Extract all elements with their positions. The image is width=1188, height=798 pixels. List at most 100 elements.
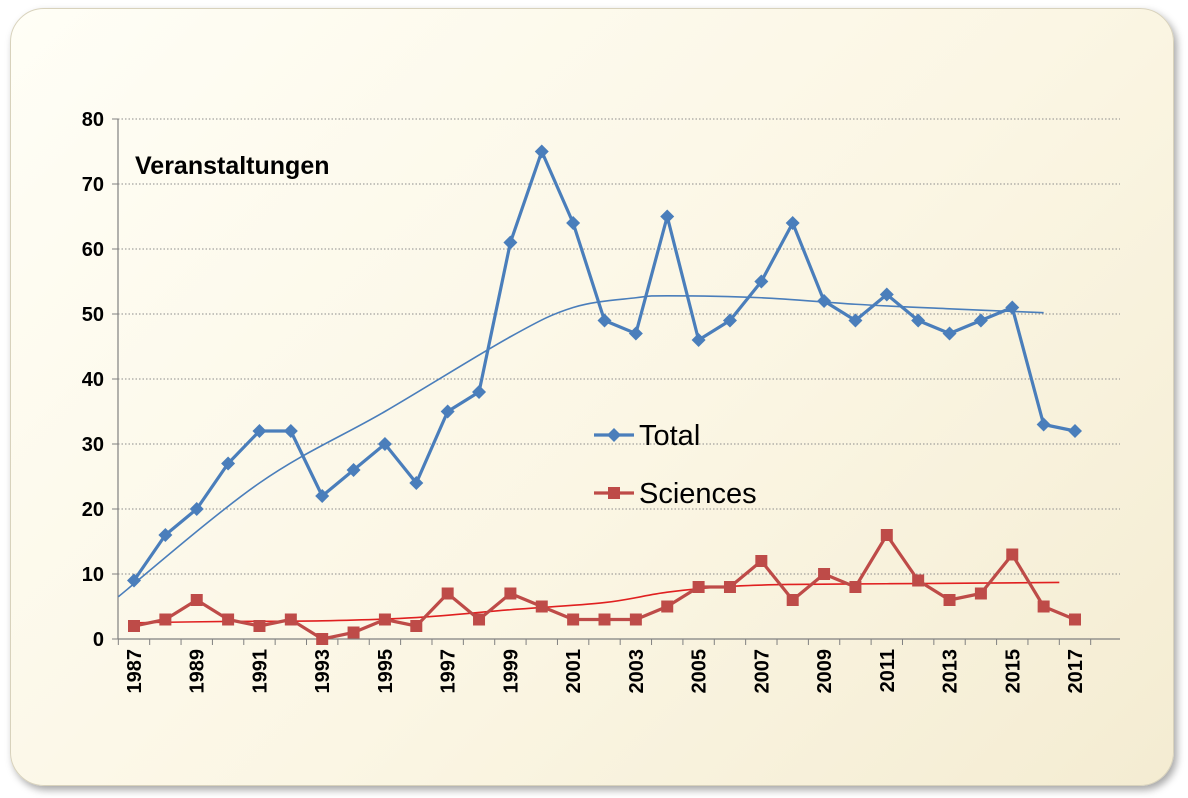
trendline-sciences	[133, 581, 1060, 624]
marker-sciences	[1006, 548, 1019, 561]
marker-total	[879, 287, 894, 302]
axes	[112, 118, 1120, 645]
gridlines	[118, 118, 1120, 575]
marker-total	[1068, 424, 1082, 438]
marker-total	[127, 573, 141, 588]
marker-sciences	[284, 613, 297, 626]
x-tick-label: 1989	[187, 649, 209, 694]
marker-sciences	[723, 581, 736, 593]
marker-total	[534, 144, 549, 159]
marker-sciences	[1037, 600, 1050, 613]
marker-total	[1005, 300, 1020, 315]
marker-total	[472, 385, 487, 399]
marker-total	[158, 528, 173, 542]
marker-total	[346, 463, 361, 477]
marker-total	[754, 274, 769, 289]
marker-sciences	[692, 581, 705, 593]
x-tick-label: 2009	[814, 649, 836, 694]
marker-total	[628, 326, 643, 341]
x-tick-label: 2013	[940, 649, 962, 694]
marker-total	[409, 476, 424, 490]
marker-sciences	[849, 581, 862, 593]
series-line-total	[132, 149, 1076, 582]
marker-total	[597, 313, 612, 328]
marker-sciences	[253, 620, 266, 632]
marker-total	[911, 313, 926, 328]
x-tick-label: 1987	[124, 649, 146, 694]
marker-sciences	[755, 555, 768, 567]
marker-sciences	[190, 594, 203, 606]
legend-label-sciences: Sciences	[639, 478, 757, 510]
series-lines	[132, 149, 1076, 641]
marker-total	[189, 502, 204, 516]
marker-sciences	[974, 587, 987, 600]
marker-sciences	[598, 613, 611, 626]
marker-sciences	[786, 594, 799, 606]
x-tick-label: 1997	[438, 649, 460, 694]
marker-sciences	[316, 633, 329, 645]
y-axis-tick-labels: 0 10 20 30 40 50 60 70 80	[82, 109, 104, 651]
marker-sciences	[818, 568, 831, 580]
y-tick-label: 0	[93, 629, 104, 651]
marker-total	[973, 313, 988, 328]
y-tick-label: 60	[82, 239, 104, 261]
legend-marker-sciences	[608, 487, 620, 499]
marker-sciences	[410, 620, 423, 632]
y-tick-label: 50	[82, 304, 104, 326]
y-tick-label: 20	[82, 499, 104, 521]
marker-total	[1036, 417, 1051, 432]
marker-sciences	[504, 587, 517, 600]
legend-marker-total	[607, 428, 621, 442]
marker-sciences	[567, 613, 580, 626]
y-tick-label: 40	[82, 369, 104, 391]
x-tick-label: 2015	[1002, 649, 1024, 694]
x-tick-label: 2001	[563, 649, 585, 694]
legend: Total Sciences	[594, 420, 757, 510]
marker-total	[315, 489, 330, 503]
marker-total	[566, 216, 581, 230]
marker-sciences	[661, 600, 674, 613]
marker-sciences	[1069, 613, 1081, 626]
marker-sciences	[159, 613, 172, 626]
marker-sciences	[880, 529, 893, 541]
marker-sciences	[378, 613, 391, 626]
marker-total	[942, 326, 957, 341]
marker-total	[252, 424, 267, 438]
x-tick-label: 2005	[689, 649, 711, 694]
marker-total	[660, 209, 675, 224]
series-markers	[127, 144, 1082, 645]
x-axis-tick-labels: 1987 1989 1991 1993 1995 1997 1999 2001 2003 2005…	[124, 649, 1087, 694]
x-tick-label: 2003	[626, 649, 648, 694]
x-tick-label: 2011	[877, 649, 899, 692]
marker-total	[848, 313, 863, 328]
x-tick-label: 2007	[751, 649, 773, 694]
marker-sciences	[128, 620, 140, 632]
marker-total	[817, 294, 832, 308]
y-tick-label: 80	[82, 109, 104, 131]
trendline-total	[117, 294, 1044, 598]
marker-total	[722, 313, 737, 328]
marker-total	[440, 404, 455, 419]
chart-title: Veranstaltungen	[135, 152, 330, 180]
marker-total	[691, 333, 706, 347]
marker-sciences	[629, 613, 642, 626]
x-tick-label: 1991	[249, 649, 271, 694]
y-tick-label: 30	[82, 434, 104, 456]
x-tick-label: 1999	[500, 649, 522, 694]
y-tick-label: 10	[82, 564, 104, 586]
x-tick-label: 2017	[1065, 649, 1087, 694]
legend-label-total: Total	[639, 420, 700, 452]
x-tick-label: 1993	[312, 649, 334, 694]
marker-total	[283, 424, 298, 438]
marker-total	[221, 456, 236, 471]
marker-total	[503, 235, 518, 250]
x-tick-label: 1995	[375, 649, 397, 694]
marker-sciences	[347, 626, 360, 639]
marker-sciences	[912, 574, 925, 587]
chart-card	[10, 8, 1174, 786]
marker-sciences	[441, 587, 454, 600]
marker-sciences	[943, 594, 956, 606]
marker-total	[785, 216, 800, 230]
marker-total	[377, 437, 392, 451]
